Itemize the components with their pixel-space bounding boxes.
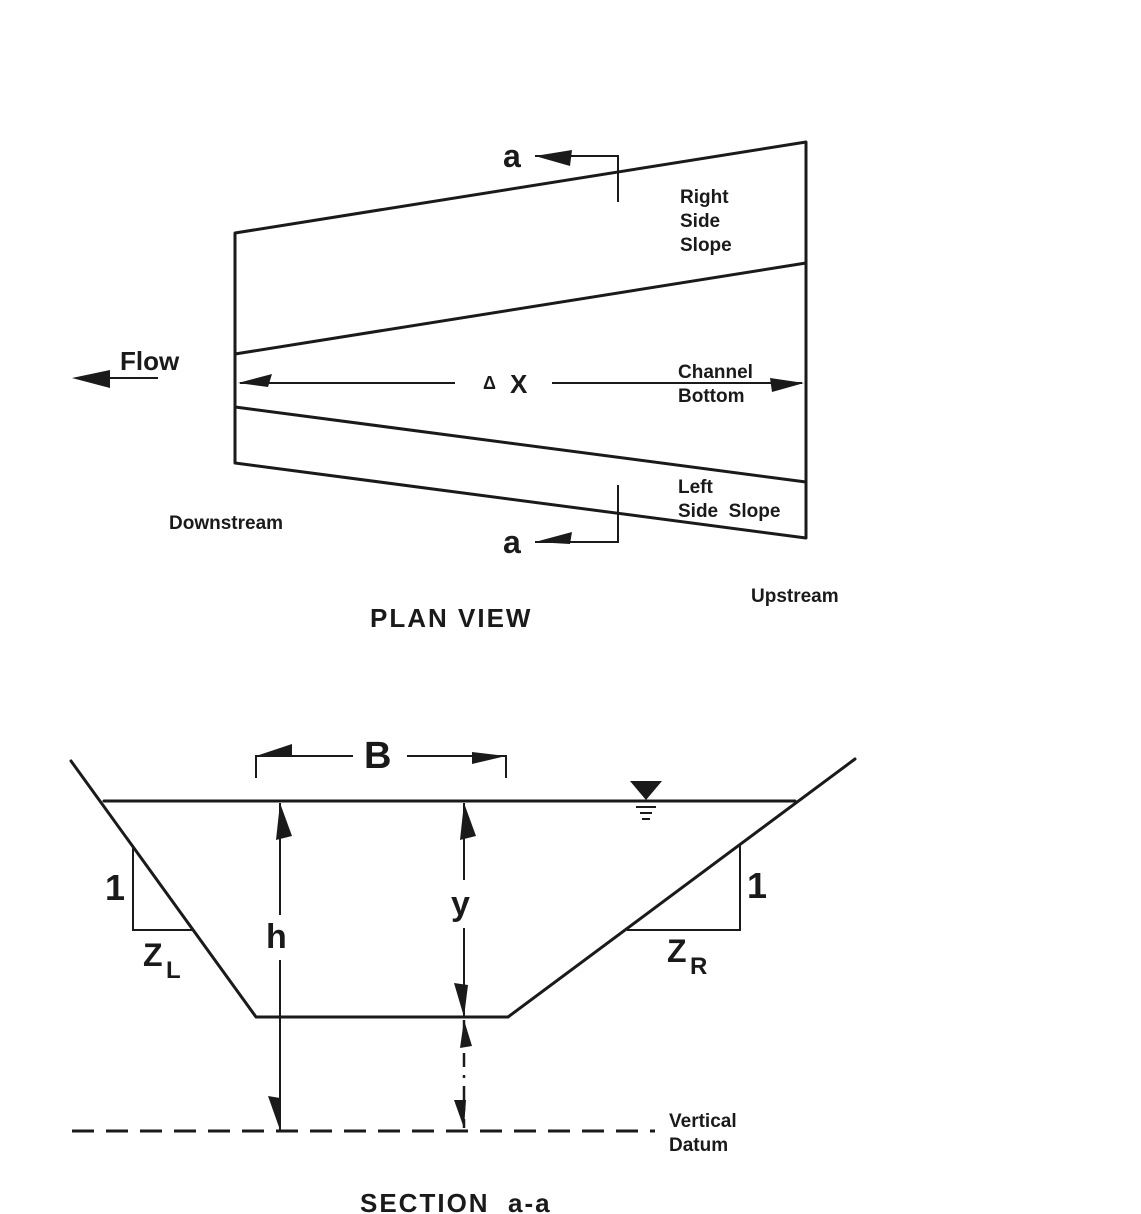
section-cut-bottom-arrow <box>535 532 572 544</box>
left-side-slope-line2: Side Slope <box>678 501 780 522</box>
zr-subscript: R <box>690 953 707 980</box>
left-side-slope-line1: Left <box>678 477 714 498</box>
zr-label: Z <box>667 933 687 969</box>
b-arrow-right <box>472 752 506 764</box>
right-slope-triangle <box>627 844 741 931</box>
water-surface-symbol <box>630 781 662 800</box>
b-dimension-left <box>255 755 353 778</box>
delta-x-var: X <box>510 369 528 399</box>
plan-view-title: PLAN VIEW <box>370 603 532 633</box>
flow-arrow-head <box>72 370 110 388</box>
plan-view: Δ X a a Flow Right Side Slope Channel Bo… <box>72 138 839 633</box>
right-toe-line <box>233 261 808 356</box>
right-slope-rise: 1 <box>747 865 767 906</box>
bed-elevation-arrow-top <box>460 1020 472 1048</box>
section-cut-top-arrow <box>535 150 572 166</box>
bed-elevation-arrow-bottom <box>454 1100 466 1128</box>
right-side-slope-line1: Right <box>680 187 729 208</box>
b-label: B <box>364 735 391 777</box>
section-mark-top: a <box>503 138 521 174</box>
delta-x-arrow-left <box>238 374 272 387</box>
datum-label-line1: Vertical <box>669 1111 737 1132</box>
channel-bottom-line2: Bottom <box>678 386 744 407</box>
datum-label-line2: Datum <box>669 1135 728 1156</box>
section-cut-bottom <box>535 485 619 543</box>
delta-symbol: Δ <box>483 373 496 393</box>
h-arrow-bottom <box>268 1096 280 1130</box>
section-view: B h y 1 Z L 1 Z R Vertical Datum SECTION… <box>69 735 857 1214</box>
zl-label: Z <box>143 937 163 973</box>
right-side-slope-line2: Side <box>680 211 720 232</box>
zl-subscript: L <box>166 957 181 984</box>
left-slope-triangle <box>132 848 192 931</box>
section-mark-bottom: a <box>503 524 521 560</box>
b-arrow-left <box>256 744 292 756</box>
left-toe-line <box>233 405 808 484</box>
h-arrow-top <box>276 803 292 840</box>
right-side-slope-line3: Slope <box>680 235 732 256</box>
delta-x-arrow-right <box>770 378 804 392</box>
y-label: y <box>451 885 470 923</box>
flow-label: Flow <box>120 346 180 376</box>
h-label: h <box>266 918 287 956</box>
left-slope-rise: 1 <box>105 867 125 908</box>
y-arrow-top <box>460 803 476 840</box>
y-arrow-bottom <box>454 983 468 1017</box>
downstream-label: Downstream <box>169 513 283 534</box>
channel-bottom-line1: Channel <box>678 362 753 383</box>
channel-cross-section <box>69 757 857 1019</box>
plan-outline <box>233 140 808 540</box>
section-title: SECTION a-a <box>360 1188 552 1214</box>
upstream-label: Upstream <box>751 586 839 607</box>
